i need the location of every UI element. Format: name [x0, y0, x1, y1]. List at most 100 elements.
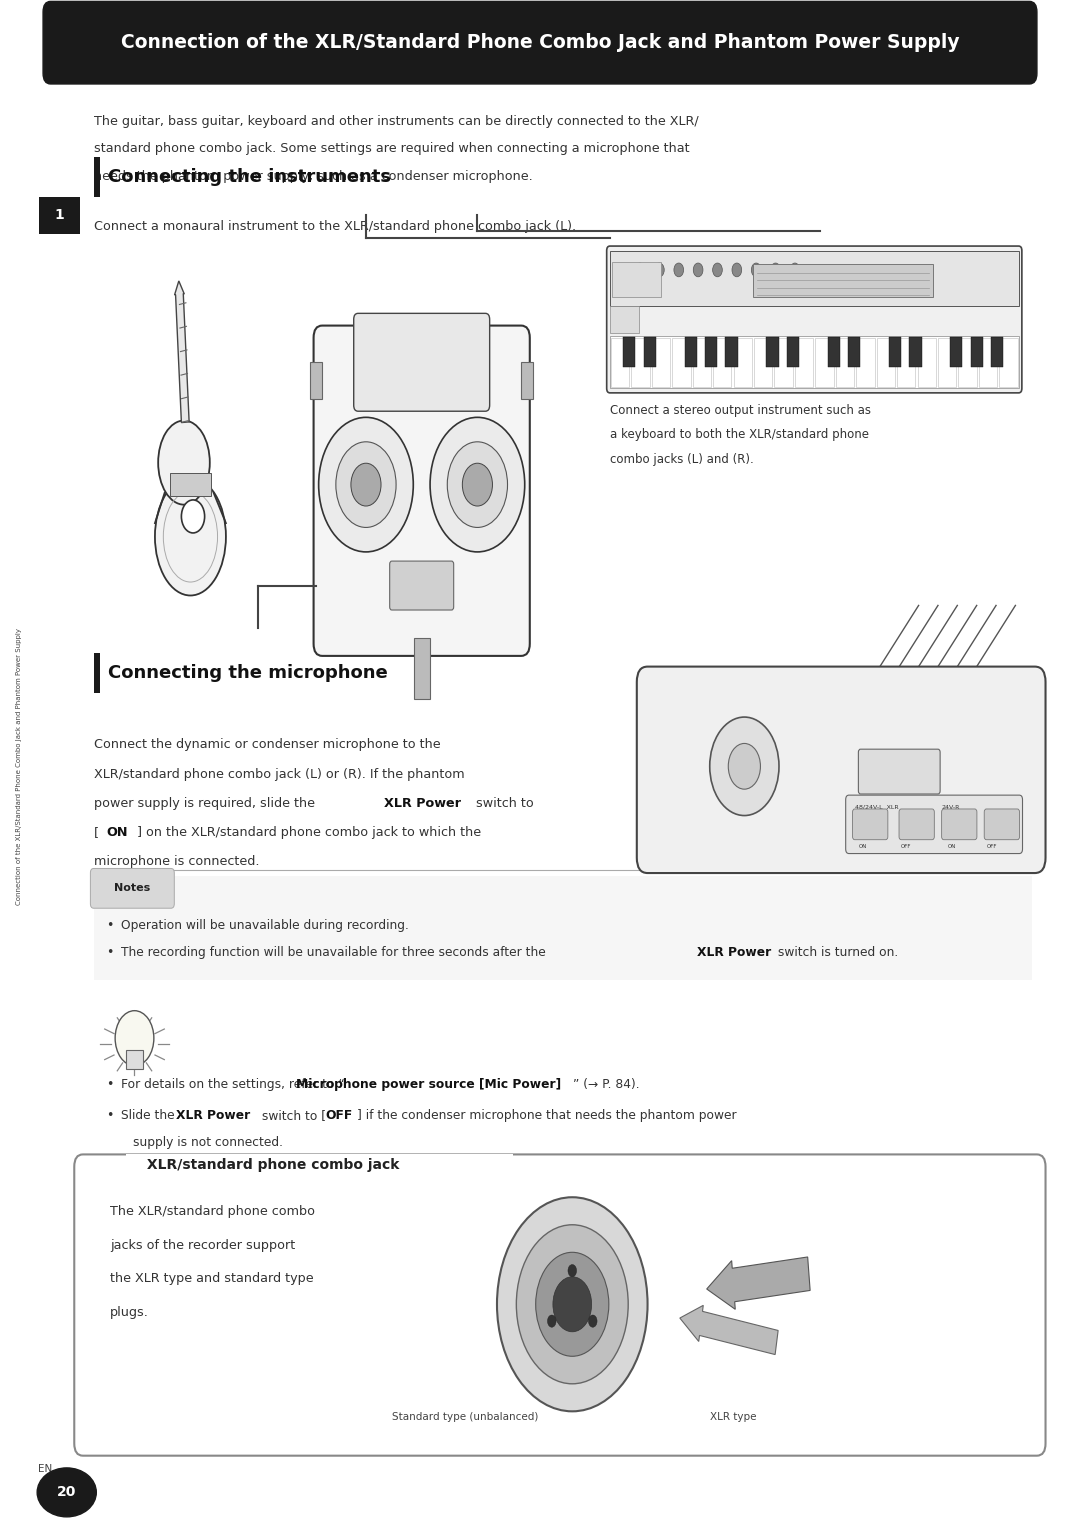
Bar [733, 337, 752, 386]
Bar [827, 337, 840, 368]
FancyBboxPatch shape [984, 809, 1020, 840]
Text: a keyboard to both the XLR/standard phone: a keyboard to both the XLR/standard phon… [610, 427, 869, 441]
Text: Notes: Notes [114, 884, 150, 893]
Text: The XLR/standard phone combo: The XLR/standard phone combo [110, 1204, 314, 1218]
FancyBboxPatch shape [390, 561, 454, 610]
Bar [815, 337, 834, 386]
Circle shape [728, 743, 760, 789]
FancyBboxPatch shape [313, 326, 530, 656]
Bar [170, 473, 211, 496]
Text: Connecting the microphone: Connecting the microphone [108, 663, 388, 682]
Text: microphone is connected.: microphone is connected. [94, 855, 259, 867]
Text: ” (→ P. 84).: ” (→ P. 84). [573, 1079, 640, 1091]
Circle shape [568, 1264, 577, 1276]
Bar [126, 1051, 144, 1069]
Text: XLR/standard phone combo jack (L) or (R). If the phantom: XLR/standard phone combo jack (L) or (R)… [94, 768, 464, 780]
Text: OFF: OFF [901, 844, 912, 849]
Text: OFF: OFF [986, 844, 997, 849]
FancyBboxPatch shape [637, 666, 1045, 873]
Text: 20: 20 [57, 1486, 77, 1500]
Bar [754, 337, 772, 386]
Circle shape [497, 1196, 648, 1411]
FancyBboxPatch shape [846, 795, 1023, 853]
Bar [958, 337, 976, 386]
Text: XLR Power: XLR Power [697, 947, 771, 959]
Bar [611, 337, 630, 386]
Bar [644, 337, 656, 368]
Bar [795, 337, 813, 386]
Text: Connect a stereo output instrument such as: Connect a stereo output instrument such … [610, 403, 870, 417]
Circle shape [116, 1011, 153, 1066]
Bar [610, 306, 638, 334]
Bar [877, 337, 895, 386]
Text: XLR Power: XLR Power [384, 797, 461, 809]
FancyBboxPatch shape [859, 749, 940, 794]
Bar [692, 337, 711, 386]
Text: standard phone combo jack. Some settings are required when connecting a micropho: standard phone combo jack. Some settings… [94, 142, 689, 155]
Circle shape [516, 1224, 629, 1383]
Bar [522, 362, 534, 398]
Text: For details on the settings, refer to “: For details on the settings, refer to “ [121, 1079, 345, 1091]
Bar [937, 337, 956, 386]
Bar [848, 337, 861, 368]
Circle shape [674, 264, 684, 277]
Text: combo jacks (L) and (R).: combo jacks (L) and (R). [610, 452, 754, 466]
Text: XLR/standard phone combo jack: XLR/standard phone combo jack [143, 1158, 404, 1172]
Bar [726, 337, 738, 368]
Circle shape [351, 463, 381, 506]
FancyArrow shape [679, 1305, 778, 1354]
Bar [610, 251, 1018, 306]
Bar [897, 337, 916, 386]
Text: switch is turned on.: switch is turned on. [774, 947, 899, 959]
Text: [: [ [94, 826, 98, 838]
Text: 1: 1 [54, 208, 64, 222]
FancyArrow shape [706, 1256, 810, 1310]
Bar [94, 876, 1031, 980]
Circle shape [447, 441, 508, 527]
Text: Connect a monaural instrument to the XLR/standard phone combo jack (L).: Connect a monaural instrument to the XLR… [94, 221, 576, 233]
Text: Connect the dynamic or condenser microphone to the: Connect the dynamic or condenser microph… [94, 738, 441, 752]
Text: Slide the: Slide the [121, 1109, 178, 1121]
Text: EN: EN [38, 1465, 52, 1474]
Bar [126, 1155, 513, 1180]
FancyBboxPatch shape [91, 869, 174, 908]
Bar [94, 158, 100, 198]
Bar [652, 337, 671, 386]
Circle shape [771, 264, 781, 277]
Bar [610, 336, 1018, 388]
Text: Microphone power source [Mic Power]: Microphone power source [Mic Power] [296, 1079, 561, 1091]
Text: ON: ON [859, 844, 867, 849]
Text: power supply is required, slide the: power supply is required, slide the [94, 797, 319, 809]
FancyBboxPatch shape [607, 247, 1022, 392]
Circle shape [693, 264, 703, 277]
Circle shape [710, 717, 779, 815]
Circle shape [336, 441, 396, 527]
Bar [672, 337, 690, 386]
Text: The guitar, bass guitar, keyboard and other instruments can be directly connecte: The guitar, bass guitar, keyboard and ot… [94, 115, 699, 127]
Text: the XLR type and standard type: the XLR type and standard type [110, 1272, 313, 1285]
Text: 48/24V-L  XLR: 48/24V-L XLR [854, 804, 899, 810]
Bar [909, 337, 921, 368]
Text: •: • [107, 947, 113, 959]
Circle shape [553, 1276, 592, 1331]
Text: Connecting the instruments: Connecting the instruments [108, 169, 391, 187]
Circle shape [548, 1314, 556, 1327]
Text: 24V-R: 24V-R [942, 804, 960, 810]
Bar [94, 653, 100, 692]
Bar [889, 337, 901, 368]
Bar [950, 337, 962, 368]
FancyBboxPatch shape [942, 809, 977, 840]
Circle shape [462, 463, 492, 506]
Text: XLR type: XLR type [711, 1413, 757, 1422]
Bar [999, 337, 1017, 386]
Text: XLR Power: XLR Power [176, 1109, 251, 1121]
FancyBboxPatch shape [39, 198, 80, 234]
Text: ON: ON [947, 844, 956, 849]
Text: needs the phantom power supply, such as a condenser microphone.: needs the phantom power supply, such as … [94, 170, 532, 182]
Text: Standard type (unbalanced): Standard type (unbalanced) [392, 1413, 538, 1422]
Text: •: • [107, 1079, 113, 1091]
Text: Operation will be unavailable during recording.: Operation will be unavailable during rec… [121, 919, 408, 931]
Text: ON: ON [107, 826, 129, 838]
Circle shape [752, 264, 761, 277]
Bar [971, 337, 983, 368]
